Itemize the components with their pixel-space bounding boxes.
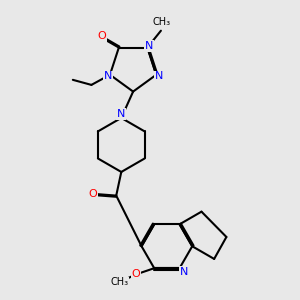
Text: N: N [103, 71, 112, 82]
Text: CH₃: CH₃ [152, 16, 171, 27]
Text: O: O [132, 269, 140, 279]
Text: CH₃: CH₃ [110, 277, 128, 287]
Text: O: O [88, 189, 97, 199]
Text: N: N [145, 41, 153, 51]
Text: N: N [117, 109, 125, 119]
Text: N: N [154, 71, 163, 82]
Text: O: O [97, 31, 106, 41]
Text: N: N [179, 267, 188, 277]
